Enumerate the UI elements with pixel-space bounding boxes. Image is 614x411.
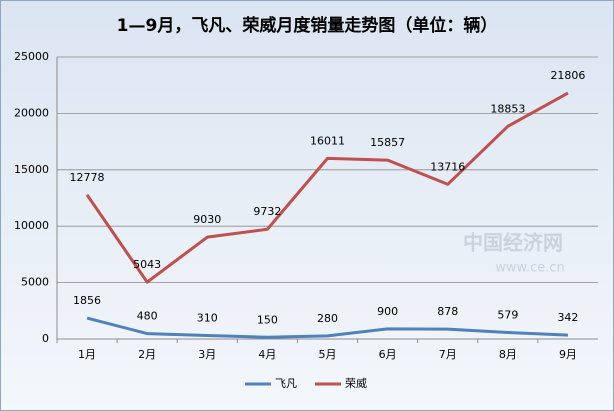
data-label: 579 [497, 308, 518, 321]
watermark: www.ce.cn [495, 261, 565, 276]
line [86, 316, 569, 339]
data-label: 12778 [70, 171, 105, 184]
data-label: 1856 [73, 294, 101, 307]
x-tick-label: 5月 [319, 348, 337, 361]
watermark: 中国经济网 [463, 231, 563, 255]
x-tick-label: 4月 [258, 348, 276, 361]
legend-label: 飞凡 [275, 377, 297, 390]
data-label: 150 [257, 313, 278, 326]
data-label: 13716 [430, 160, 465, 173]
data-label: 9732 [253, 205, 281, 218]
data-label: 900 [377, 305, 398, 318]
data-label: 5043 [133, 258, 161, 271]
y-tick-label: 0 [42, 332, 49, 345]
x-tick-label: 2月 [138, 348, 156, 361]
x-tick-label: 9月 [559, 348, 577, 361]
x-tick-label: 1月 [78, 348, 96, 361]
y-tick-label: 5000 [21, 276, 49, 289]
y-tick-label: 25000 [14, 50, 49, 63]
y-tick-label: 20000 [14, 106, 49, 119]
data-label: 342 [557, 311, 578, 324]
x-tick-label: 6月 [379, 348, 397, 361]
data-label: 15857 [370, 136, 405, 149]
line [85, 91, 569, 284]
data-label: 280 [317, 312, 338, 325]
x-tick-label: 3月 [198, 348, 216, 361]
data-label: 16011 [310, 134, 345, 147]
y-tick-label: 15000 [14, 163, 49, 176]
data-label: 310 [197, 312, 218, 325]
legend-label: 荣威 [345, 377, 367, 390]
y-tick-label: 10000 [14, 219, 49, 232]
x-tick-label: 8月 [499, 348, 517, 361]
data-label: 18853 [490, 102, 525, 115]
data-label: 480 [137, 310, 158, 323]
data-label: 878 [437, 305, 458, 318]
chart-title: 1—9月，飞凡、荣威月度销量走势图（单位：辆） [117, 15, 498, 36]
data-label: 21806 [550, 69, 585, 82]
x-tick-label: 7月 [439, 348, 457, 361]
data-label: 9030 [193, 213, 221, 226]
